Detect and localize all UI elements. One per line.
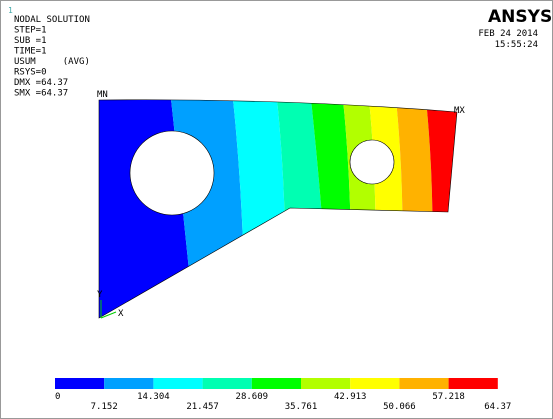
legend-label: 50.066 [383, 402, 416, 412]
info-line: SUB =1 [14, 36, 47, 46]
info-line: USUM (AVG) [14, 57, 90, 67]
legend-swatch [301, 378, 351, 389]
info-line: TIME=1 [14, 47, 47, 57]
legend-swatch [55, 378, 105, 389]
legend-label: 35.761 [285, 402, 318, 412]
legend-label: 64.37 [484, 402, 511, 412]
legend-swatch [448, 378, 498, 389]
legend-label: 0 [55, 392, 60, 402]
legend-swatch [350, 378, 400, 389]
info-line: RSYS=0 [14, 68, 47, 78]
legend: 0 7.152 14.304 21.457 28.609 35.761 42.913 50.0… [55, 378, 511, 412]
legend-label: 28.609 [236, 392, 269, 402]
outline [98, 99, 458, 319]
logo: ANSYS [488, 7, 552, 27]
info-line: SMX =64.37 [14, 89, 68, 99]
plot-id: 1 [8, 6, 13, 15]
time: 15:55:24 [495, 40, 538, 50]
legend-label: 42.913 [334, 392, 367, 402]
legend-swatch [399, 378, 449, 389]
hole [349, 139, 395, 185]
info-line: NODAL SOLUTION [14, 15, 90, 25]
legend-swatch [202, 378, 252, 389]
max-marker: MX [454, 106, 465, 116]
axis-x [100, 311, 117, 319]
info-line: DMX =64.37 [14, 78, 68, 88]
date: FEB 24 2014 [478, 29, 538, 39]
info-line: STEP=1 [14, 26, 47, 36]
min-marker: MN [97, 90, 108, 100]
legend-swatch [251, 378, 301, 389]
legend-swatch [153, 378, 203, 389]
axis-y-label: Y [97, 290, 103, 300]
legend-label: 7.152 [91, 402, 118, 412]
axis-x-label: X [118, 309, 124, 319]
hole [129, 130, 215, 216]
legend-label: 57.218 [432, 392, 465, 402]
legend-label: 21.457 [186, 402, 219, 412]
legend-swatch [104, 378, 154, 389]
legend-label: 14.304 [137, 392, 170, 402]
